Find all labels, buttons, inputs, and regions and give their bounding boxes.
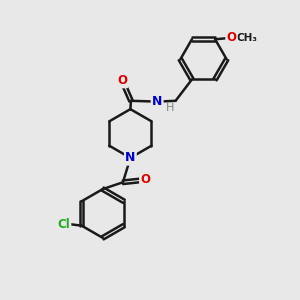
- Text: O: O: [226, 31, 236, 44]
- Text: O: O: [140, 173, 150, 186]
- Text: O: O: [117, 74, 127, 87]
- Text: H: H: [166, 103, 175, 113]
- Text: CH₃: CH₃: [237, 33, 258, 43]
- Text: N: N: [125, 152, 136, 164]
- Text: N: N: [152, 95, 162, 108]
- Text: Cl: Cl: [57, 218, 70, 231]
